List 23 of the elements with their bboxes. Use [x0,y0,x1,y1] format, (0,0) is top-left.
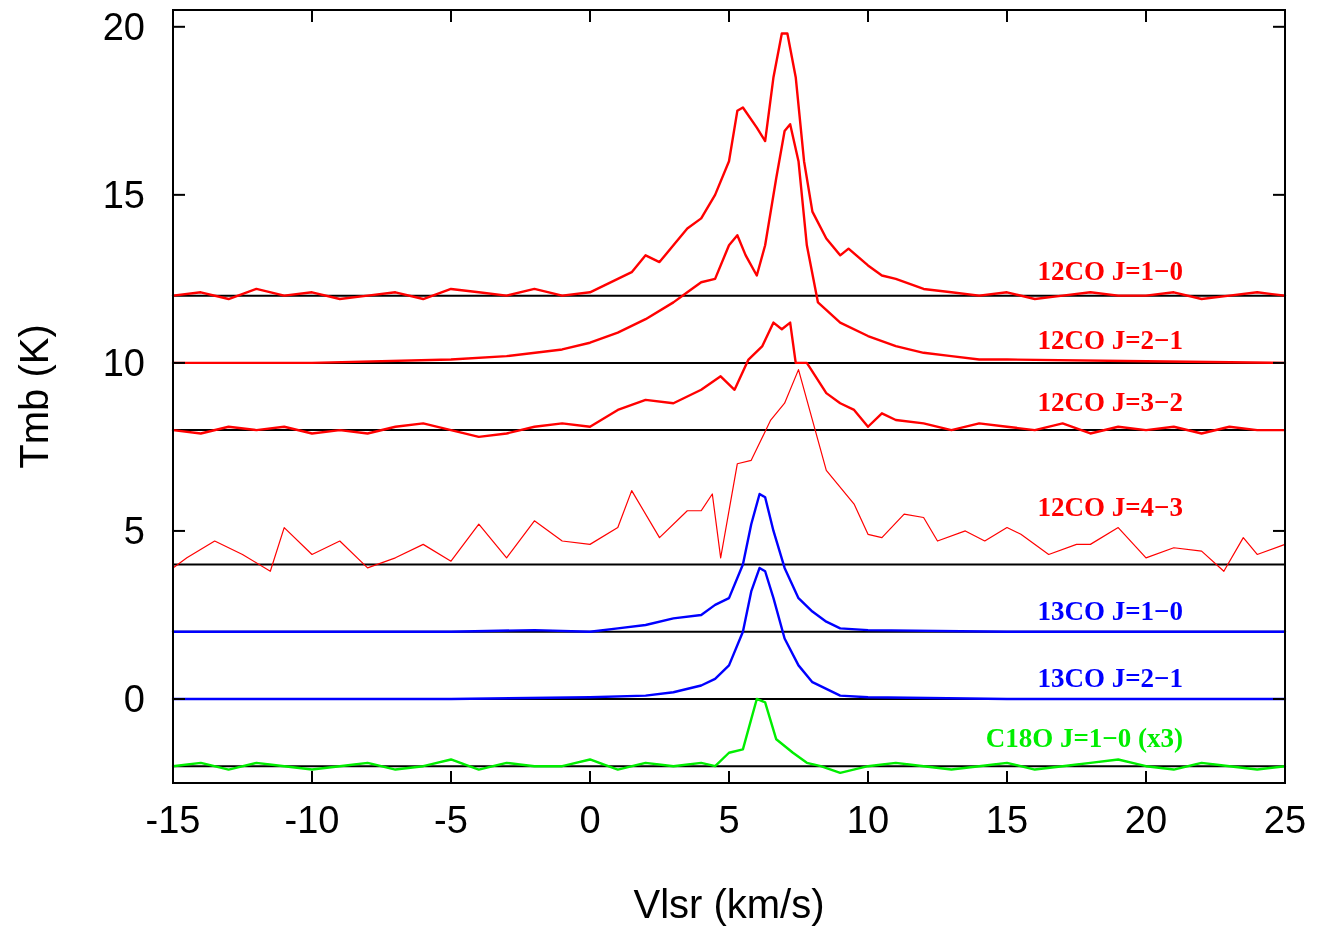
x-axis-title: Vlsr (km/s) [633,882,825,926]
y-tick-label: 0 [123,677,145,720]
series-label: 12CO J=4−3 [1037,491,1183,522]
x-tick-label: -10 [284,799,340,841]
series-label: 13CO J=2−1 [1037,662,1183,693]
x-tick-label: 25 [1263,799,1307,841]
x-tick-label: 20 [1124,799,1168,841]
series-label: C18O J=1−0 (x3) [985,723,1183,754]
x-tick-label: 5 [718,799,740,841]
series-label: 12CO J=3−2 [1037,387,1183,418]
y-tick-label: 15 [102,173,145,216]
x-tick-label: -5 [434,799,468,841]
y-tick-label: 5 [123,509,145,552]
series-label: 12CO J=2−1 [1037,325,1183,356]
y-tick-label: 10 [102,341,145,384]
series-label: 12CO J=1−0 [1037,256,1183,287]
x-tick-label: 0 [579,799,601,841]
series-label: 13CO J=1−0 [1037,595,1183,626]
x-tick-label: 10 [846,799,890,841]
x-tick-label: -15 [145,799,201,841]
x-tick-label: 15 [985,799,1029,841]
y-axis-title: Tmb (K) [12,324,56,469]
y-tick-label: 20 [102,5,145,48]
